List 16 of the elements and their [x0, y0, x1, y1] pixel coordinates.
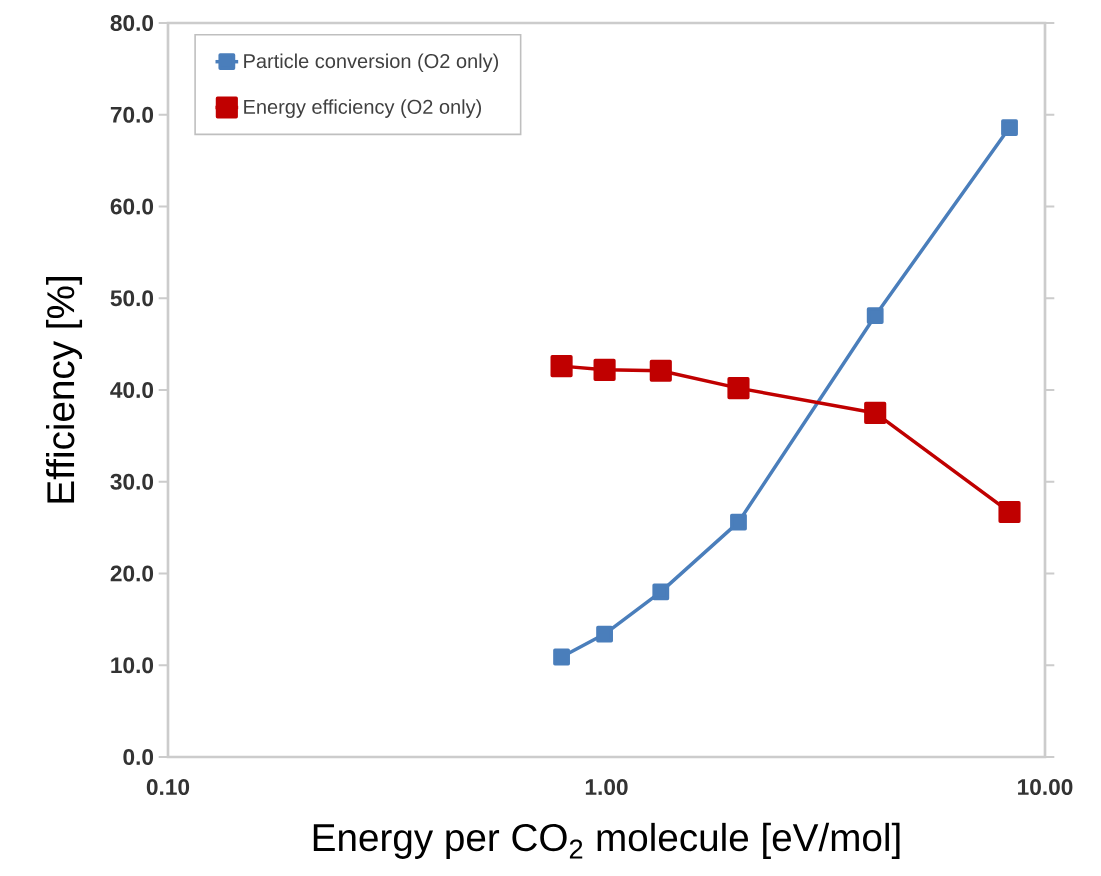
y-tick-label: 0.0: [123, 748, 154, 766]
y-tick-label: 80.0: [110, 14, 154, 32]
legend-label: Particle conversion (O2 only): [244, 53, 499, 73]
legend-label: Energy efficiency (O2 only): [244, 99, 482, 118]
y-axis-title: Efficiency [%]: [46, 277, 83, 503]
y-tick-label: 20.0: [110, 565, 154, 582]
x-axis-title: Energy per CO$_{2}$ molecule [eV/mol]: [313, 822, 900, 859]
y-tick-label: 60.0: [110, 198, 154, 215]
x-tick-label: 1.00: [585, 779, 628, 796]
y-tick-label: 10.0: [111, 657, 154, 674]
x-tick-label: 10.00: [1018, 779, 1073, 796]
y-tick-label: 40.0: [110, 381, 154, 399]
x-tick-label: 0.10: [146, 779, 190, 796]
y-tick-label: 50.0: [110, 290, 154, 307]
y-tick-label: 70.0: [110, 106, 154, 123]
y-tick-label: 30.0: [110, 473, 154, 490]
